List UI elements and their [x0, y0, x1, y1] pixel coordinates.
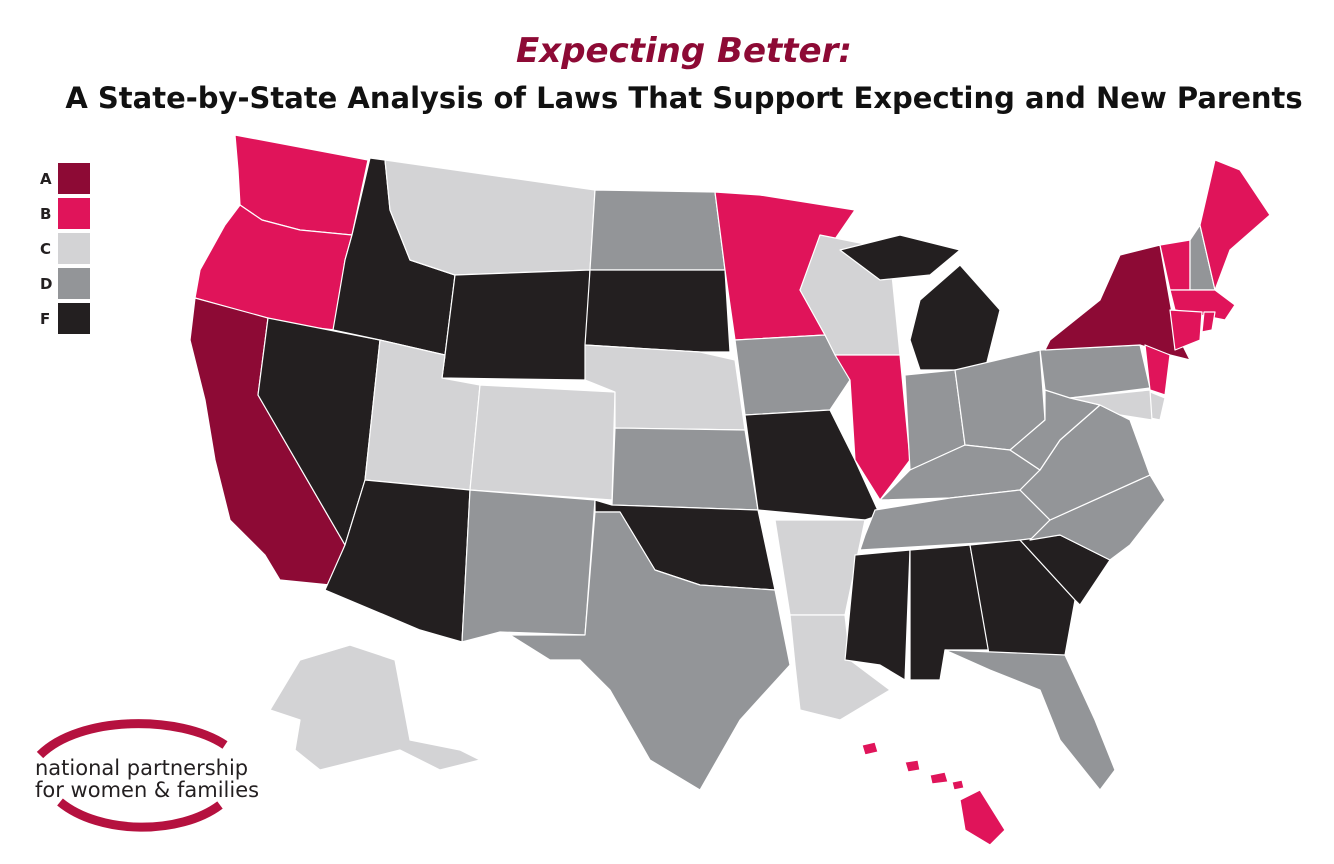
state [509, 511, 791, 791]
logo: national partnership for women & familie… [35, 719, 259, 832]
state [789, 614, 891, 721]
legend-swatch [58, 303, 90, 334]
state [1144, 344, 1171, 396]
legend-label: F [40, 310, 50, 328]
state [951, 779, 965, 791]
legend-label: D [40, 275, 52, 293]
state [1199, 159, 1271, 291]
state [441, 269, 591, 381]
state [1169, 289, 1236, 321]
state [469, 384, 616, 501]
state [734, 334, 851, 416]
state [269, 644, 481, 771]
legend-swatch [58, 163, 90, 194]
state [589, 189, 726, 271]
legend-swatch [58, 268, 90, 299]
state [384, 159, 596, 276]
logo-text: national partnership [35, 756, 248, 780]
legend-label: B [40, 205, 51, 223]
state [1201, 311, 1216, 333]
logo-arc [57, 798, 223, 832]
state [584, 269, 731, 353]
legend-swatch [58, 198, 90, 229]
legend-label: C [40, 240, 51, 258]
state [909, 264, 1001, 371]
legend-label: A [40, 170, 52, 188]
state [959, 789, 1006, 846]
map [189, 134, 1271, 846]
state [904, 759, 921, 773]
state [929, 771, 949, 785]
state [969, 539, 1076, 661]
title: Expecting Better: [516, 31, 852, 71]
state [1039, 344, 1151, 399]
logo-arc [36, 719, 228, 759]
state [611, 427, 759, 511]
logo-text: for women & families [35, 778, 259, 802]
state [861, 741, 879, 756]
state [1069, 389, 1153, 421]
state [839, 234, 961, 281]
state [844, 549, 911, 681]
state [1169, 309, 1203, 351]
state [944, 649, 1116, 791]
state [461, 489, 596, 643]
subtitle: A State-by-State Analysis of Laws That S… [65, 81, 1302, 115]
legend-swatch [58, 233, 90, 264]
